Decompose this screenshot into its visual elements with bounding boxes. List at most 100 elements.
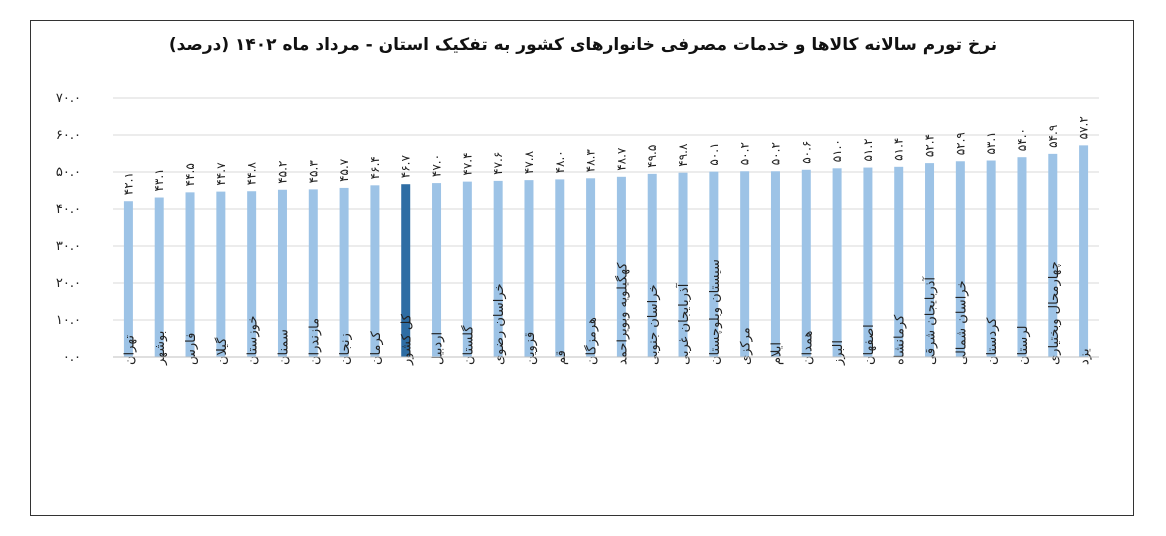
bar — [678, 172, 688, 357]
bar — [493, 180, 503, 357]
bar — [247, 191, 257, 357]
bar — [555, 179, 565, 357]
bar — [955, 161, 965, 357]
y-tick-label: ۴۰.۰ — [56, 202, 81, 217]
bar — [308, 189, 318, 357]
bar — [1079, 145, 1089, 357]
bar-highlight — [401, 184, 411, 357]
data-label: ۴۸.۷ — [614, 147, 628, 171]
data-label: ۵۷.۲ — [1077, 116, 1091, 139]
data-label: ۴۵.۳ — [306, 160, 320, 184]
bar — [925, 163, 935, 357]
y-tick-label: ۰.۰ — [63, 350, 81, 365]
bar — [185, 192, 195, 357]
bar — [647, 173, 657, 357]
bar — [586, 178, 596, 357]
data-label: ۴۹.۵ — [645, 145, 659, 168]
category-label: بوشهر — [153, 331, 168, 366]
category-label: خراسان جنوبی — [646, 285, 661, 365]
bar — [154, 197, 164, 357]
data-label: ۵۱.۲ — [861, 138, 875, 161]
category-label: گیلان — [214, 337, 230, 365]
data-label: ۵۰.۲ — [768, 142, 782, 165]
category-label: کرمان — [369, 330, 384, 365]
category-label: لرستان — [1016, 326, 1031, 365]
category-label: همدان — [800, 331, 815, 365]
data-label: ۵۳.۱ — [984, 131, 998, 154]
bar — [432, 183, 442, 357]
bar — [339, 187, 349, 357]
data-label: ۴۹.۸ — [676, 143, 690, 167]
category-label: البرز — [831, 340, 846, 366]
data-label: ۴۵.۷ — [337, 158, 351, 182]
bar-chart: ۰.۰ ۱۰.۰ ۲۰.۰ ۳۰.۰ ۴۰.۰ ۵۰.۰ ۶۰.۰ ۷۰.۰ ۴۲.۱ تهران… — [56, 91, 1099, 366]
bar — [832, 168, 842, 357]
y-tick-label: ۲۰.۰ — [56, 276, 81, 291]
bar — [770, 171, 780, 357]
bar — [1048, 153, 1058, 357]
category-label: مرکزی — [739, 327, 754, 365]
data-label: ۴۵.۲ — [275, 161, 289, 184]
data-label: ۵۱.۰ — [830, 139, 844, 162]
category-label: سیستان وبلوچستان — [708, 259, 723, 365]
bar — [894, 166, 904, 357]
data-label: ۴۷.۶ — [491, 152, 505, 175]
category-label: ایلام — [769, 342, 784, 365]
category-label: زنجان — [338, 333, 353, 365]
category-label: فارس — [184, 333, 199, 365]
data-label: ۴۴.۷ — [214, 162, 228, 186]
bar — [277, 189, 287, 357]
category-label: خراسان رضوی — [492, 283, 507, 365]
data-label: ۴۴.۸ — [245, 162, 259, 186]
y-tick-label: ۷۰.۰ — [56, 91, 81, 106]
category-label: کهگیلویه وبویراحمد — [614, 262, 630, 365]
chart-frame: نرخ تورم سالانه کالاها و خدمات مصرفی خان… — [30, 20, 1134, 516]
bar — [801, 169, 811, 357]
bar — [740, 171, 750, 357]
bar — [524, 180, 534, 357]
category-label: چهارمحال وبختیاری — [1047, 261, 1062, 365]
category-label: قزوین — [523, 332, 538, 365]
data-label: ۴۸.۰ — [553, 150, 567, 173]
category-label: خوزستان — [246, 316, 261, 365]
data-label: ۵۴.۰ — [1015, 128, 1029, 151]
y-tick-label: ۳۰.۰ — [56, 239, 81, 254]
data-label: ۴۸.۳ — [584, 149, 598, 173]
category-label: سمنان — [276, 329, 291, 365]
bar — [863, 167, 873, 357]
chart-title: نرخ تورم سالانه کالاها و خدمات مصرفی خان… — [168, 35, 998, 55]
bar — [616, 176, 626, 357]
data-label: ۵۲.۴ — [923, 134, 937, 157]
data-label: ۴۷.۴ — [460, 152, 474, 175]
bar — [709, 171, 719, 357]
bar — [123, 201, 133, 357]
data-label: ۴۲.۱ — [121, 172, 135, 195]
data-label: ۴۳.۱ — [152, 168, 166, 191]
data-label: ۴۶.۷ — [399, 155, 413, 179]
category-label: قم — [554, 350, 569, 365]
category-label: اردبیل — [431, 332, 446, 365]
category-label: کردستان — [985, 317, 1000, 365]
bar — [1017, 157, 1027, 357]
data-label: ۵۰.۲ — [738, 142, 752, 165]
data-label: ۴۷.۰ — [430, 154, 444, 177]
category-label: آذربایجان شرقی — [922, 276, 939, 365]
y-tick-label: ۵۰.۰ — [56, 165, 81, 180]
data-label: ۵۰.۱ — [707, 142, 721, 165]
y-tick-label: ۶۰.۰ — [56, 128, 81, 143]
category-label: کرمانشاه — [893, 314, 908, 365]
bar — [370, 185, 380, 357]
category-label: اصفهان — [862, 324, 877, 365]
data-label: ۵۰.۶ — [799, 141, 813, 164]
data-label: ۵۱.۴ — [892, 138, 906, 161]
category-label: کل کشور — [400, 313, 415, 366]
bar — [462, 181, 472, 357]
bar — [986, 160, 996, 357]
category-label: آذربایجان غربی — [675, 282, 692, 365]
category-label: مازندران — [307, 318, 322, 365]
category-label: خراسان شمالی — [954, 280, 969, 365]
data-label: ۵۴.۹ — [1046, 125, 1060, 148]
data-label: ۴۶.۴ — [368, 156, 382, 179]
category-label: گلستان — [460, 325, 476, 365]
category-label: تهران — [122, 335, 137, 365]
